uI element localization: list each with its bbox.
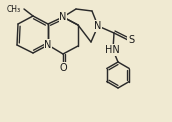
Text: O: O xyxy=(59,63,67,73)
Text: CH₃: CH₃ xyxy=(7,5,21,14)
Text: N: N xyxy=(44,40,52,50)
Text: HN: HN xyxy=(105,45,119,55)
Text: N: N xyxy=(59,12,67,22)
Text: S: S xyxy=(128,35,134,45)
Text: N: N xyxy=(94,21,102,31)
